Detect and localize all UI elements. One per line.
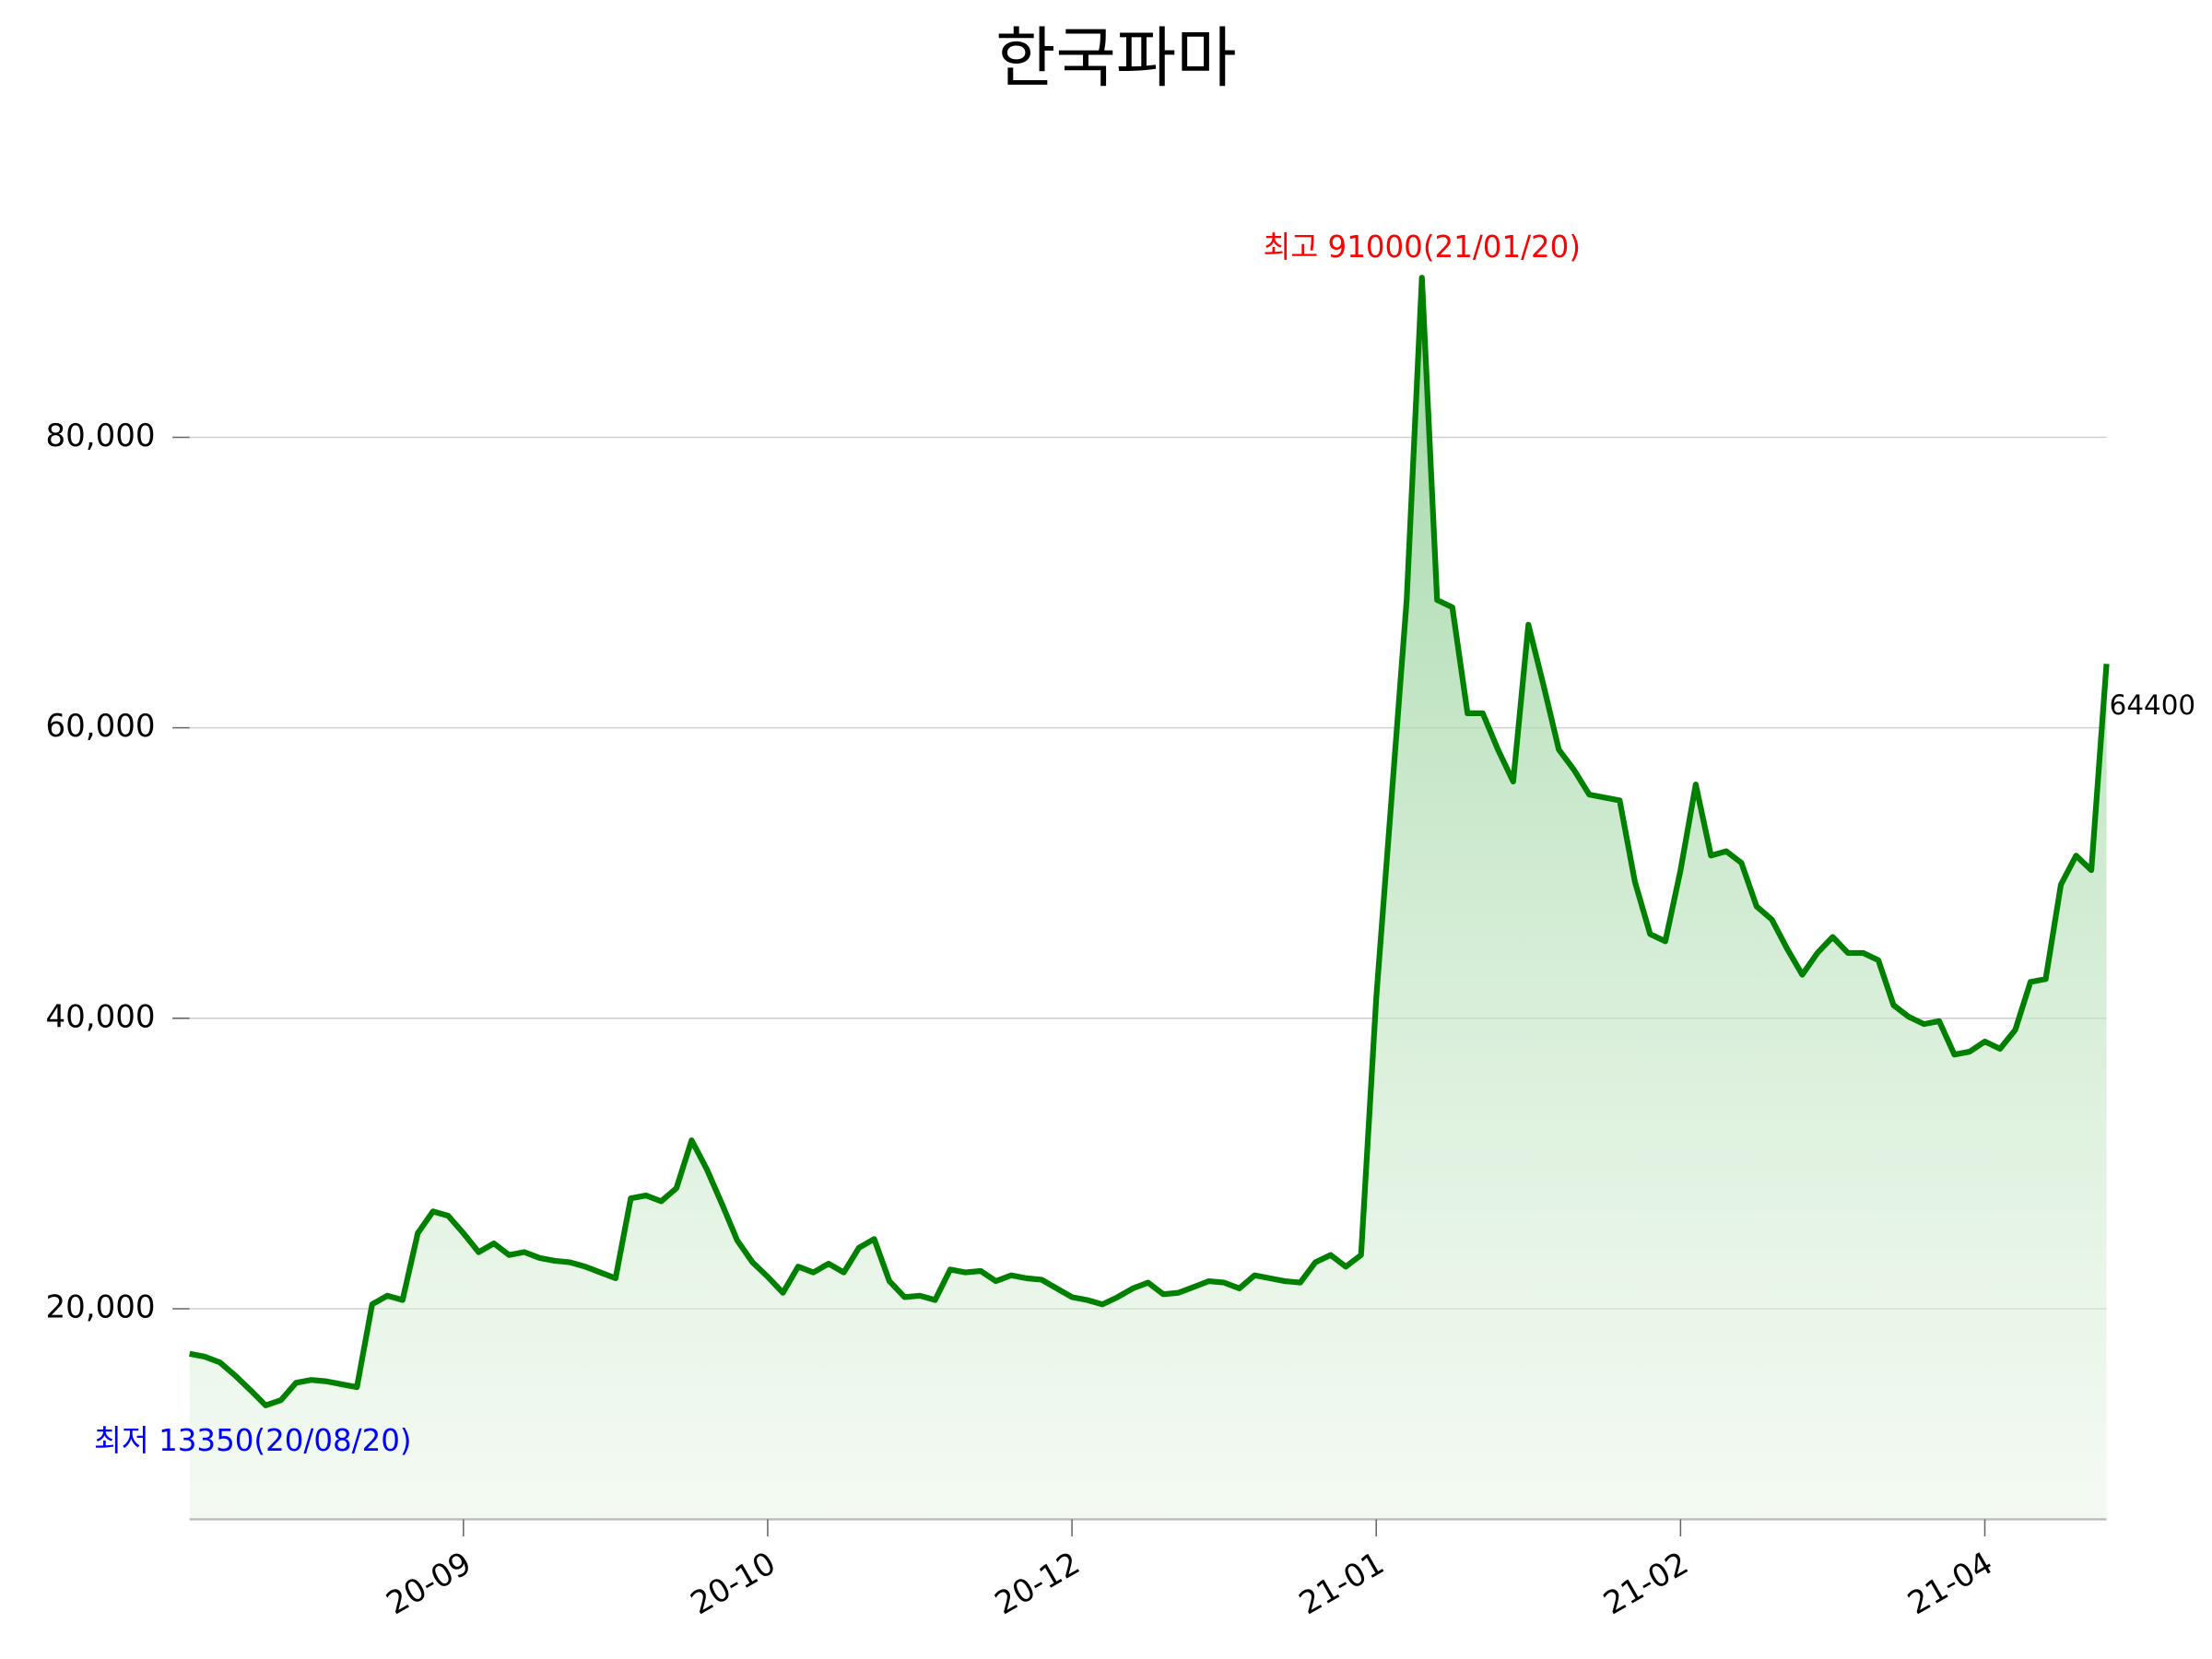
x-tick-label: 21-04 — [1901, 1545, 1999, 1622]
y-tick-label: 20,000 — [46, 1288, 156, 1325]
area — [189, 277, 2107, 1520]
max-annotation: 최고 91000(21/01/20) — [1263, 229, 1581, 265]
line — [189, 275, 2110, 1408]
x-tick-label: 20-12 — [989, 1545, 1087, 1622]
y-tick-label: 60,000 — [46, 708, 156, 745]
x-tick-label: 21-01 — [1293, 1545, 1391, 1622]
x-tick-label: 21-02 — [1597, 1545, 1695, 1622]
y-tick-label: 80,000 — [46, 418, 156, 454]
last-annotation: 64400 — [2110, 689, 2195, 721]
x-tick-label: 20-10 — [685, 1545, 782, 1622]
y-tick-label: 40,000 — [46, 998, 156, 1035]
chart-title: 한국파마 — [995, 20, 1237, 97]
min-annotation: 최저 13350(20/08/20) — [94, 1423, 412, 1458]
x-tick-label: 20-09 — [381, 1545, 478, 1622]
